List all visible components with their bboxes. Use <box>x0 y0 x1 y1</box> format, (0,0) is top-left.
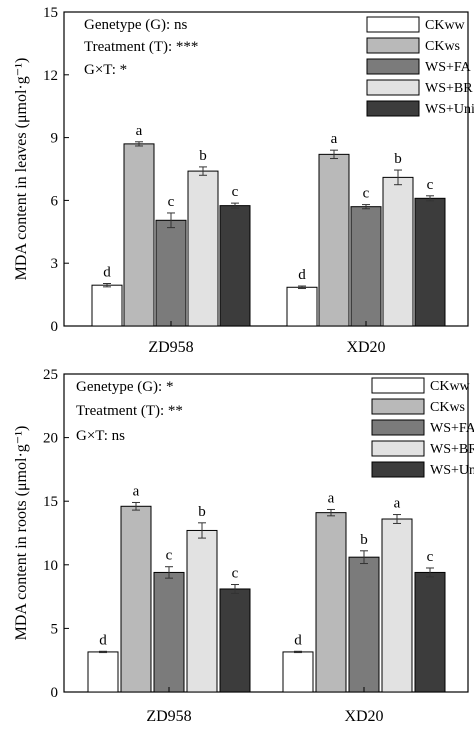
y-tick-label: 15 <box>43 5 58 21</box>
bar <box>219 588 251 693</box>
legend-label: WS+Uni <box>425 102 474 117</box>
significance-letter: c <box>232 566 239 582</box>
legend-label: WS+Uni <box>430 463 474 478</box>
legend-label: CKww <box>425 18 466 33</box>
significance-letter: b <box>394 151 402 167</box>
legend: CKww CKws WS+FA WS+BR WS+Uni <box>366 16 474 117</box>
y-tick-label: 0 <box>51 319 59 335</box>
significance-letter: b <box>360 532 368 548</box>
bar <box>414 571 446 693</box>
legend-swatch <box>366 37 420 54</box>
significance-letter: c <box>168 194 175 210</box>
legend: CKww CKws WS+FA WS+BR WS+Uni <box>371 377 474 478</box>
significance-letter: a <box>136 123 143 139</box>
stats-annotation: Treatment (T): ** <box>76 403 183 419</box>
bar <box>91 284 123 327</box>
stats-annotation: Treatment (T): *** <box>84 39 198 55</box>
bar <box>286 286 318 327</box>
significance-letter: d <box>99 632 107 648</box>
significance-letter: c <box>232 184 239 200</box>
stats-annotation: Genetype (G): ns <box>84 17 187 33</box>
category-label: ZD958 <box>146 708 191 725</box>
significance-letter: d <box>298 267 306 283</box>
significance-letter: c <box>166 548 173 564</box>
bar <box>348 556 380 693</box>
bar <box>382 176 414 327</box>
bar <box>318 153 350 327</box>
stats-annotation: G×T: * <box>84 62 127 78</box>
bar <box>187 170 219 327</box>
bar <box>219 205 251 327</box>
significance-letter: c <box>427 549 434 565</box>
significance-letter: a <box>394 496 401 512</box>
y-tick-label: 12 <box>43 68 58 84</box>
y-axis-label: MDA content in leaves (μmol·g⁻¹) <box>13 58 30 281</box>
category-label: ZD958 <box>148 339 193 356</box>
chart-panel-1: 0 3 6 9 12 15 MDA content in leaves (μmol·g⁻¹)… <box>13 5 474 356</box>
significance-letter: b <box>199 148 207 164</box>
legend-swatch <box>371 419 425 436</box>
significance-letter: a <box>328 490 335 506</box>
plot-frame <box>63 373 469 693</box>
y-tick-label: 9 <box>51 131 59 147</box>
legend-swatch <box>371 377 425 394</box>
y-tick-label: 15 <box>43 494 58 510</box>
category-label: XD20 <box>346 339 385 356</box>
significance-letter: c <box>427 177 434 193</box>
bar <box>414 197 446 327</box>
category-label: XD20 <box>344 708 383 725</box>
y-tick-label: 3 <box>51 256 59 272</box>
significance-letter: d <box>294 632 302 648</box>
bar <box>123 143 155 327</box>
chart-panel-2: 0 5 10 15 20 25 MDA content in roots (μmol·g⁻¹… <box>13 367 474 725</box>
bar <box>186 529 218 693</box>
stats-annotation: Genetype (G): * <box>76 379 173 395</box>
bar <box>350 206 382 327</box>
significance-letter: a <box>331 131 338 147</box>
plot-frame <box>63 11 469 327</box>
legend-swatch <box>371 398 425 415</box>
legend-label: WS+FA <box>430 421 474 436</box>
y-tick-label: 0 <box>51 685 59 701</box>
legend-swatch <box>366 79 420 96</box>
legend-swatch <box>371 440 425 457</box>
bar <box>381 518 413 693</box>
legend-label: CKws <box>430 400 465 415</box>
significance-letter: c <box>363 186 370 202</box>
legend-swatch <box>366 16 420 33</box>
y-tick-label: 6 <box>51 193 59 209</box>
bar <box>153 571 185 693</box>
legend-label: WS+BR <box>430 442 474 457</box>
bar <box>282 651 314 693</box>
legend-label: CKws <box>425 39 460 54</box>
legend-swatch <box>366 58 420 75</box>
significance-letter: b <box>198 504 206 520</box>
y-tick-label: 25 <box>43 367 58 383</box>
bar <box>87 651 119 693</box>
legend-label: WS+BR <box>425 81 473 96</box>
y-tick-label: 10 <box>43 558 58 574</box>
significance-letter: a <box>133 483 140 499</box>
legend-swatch <box>366 100 420 117</box>
bar <box>315 512 347 693</box>
legend-label: CKww <box>430 379 471 394</box>
significance-letter: d <box>103 265 111 281</box>
y-tick-label: 20 <box>43 431 58 447</box>
stats-annotation: G×T: ns <box>76 428 125 444</box>
y-tick-label: 5 <box>51 621 59 637</box>
bar <box>120 505 152 693</box>
legend-swatch <box>371 461 425 478</box>
bar <box>155 219 187 327</box>
y-axis-label: MDA content in roots (μmol·g⁻¹) <box>13 426 30 641</box>
legend-label: WS+FA <box>425 60 472 75</box>
